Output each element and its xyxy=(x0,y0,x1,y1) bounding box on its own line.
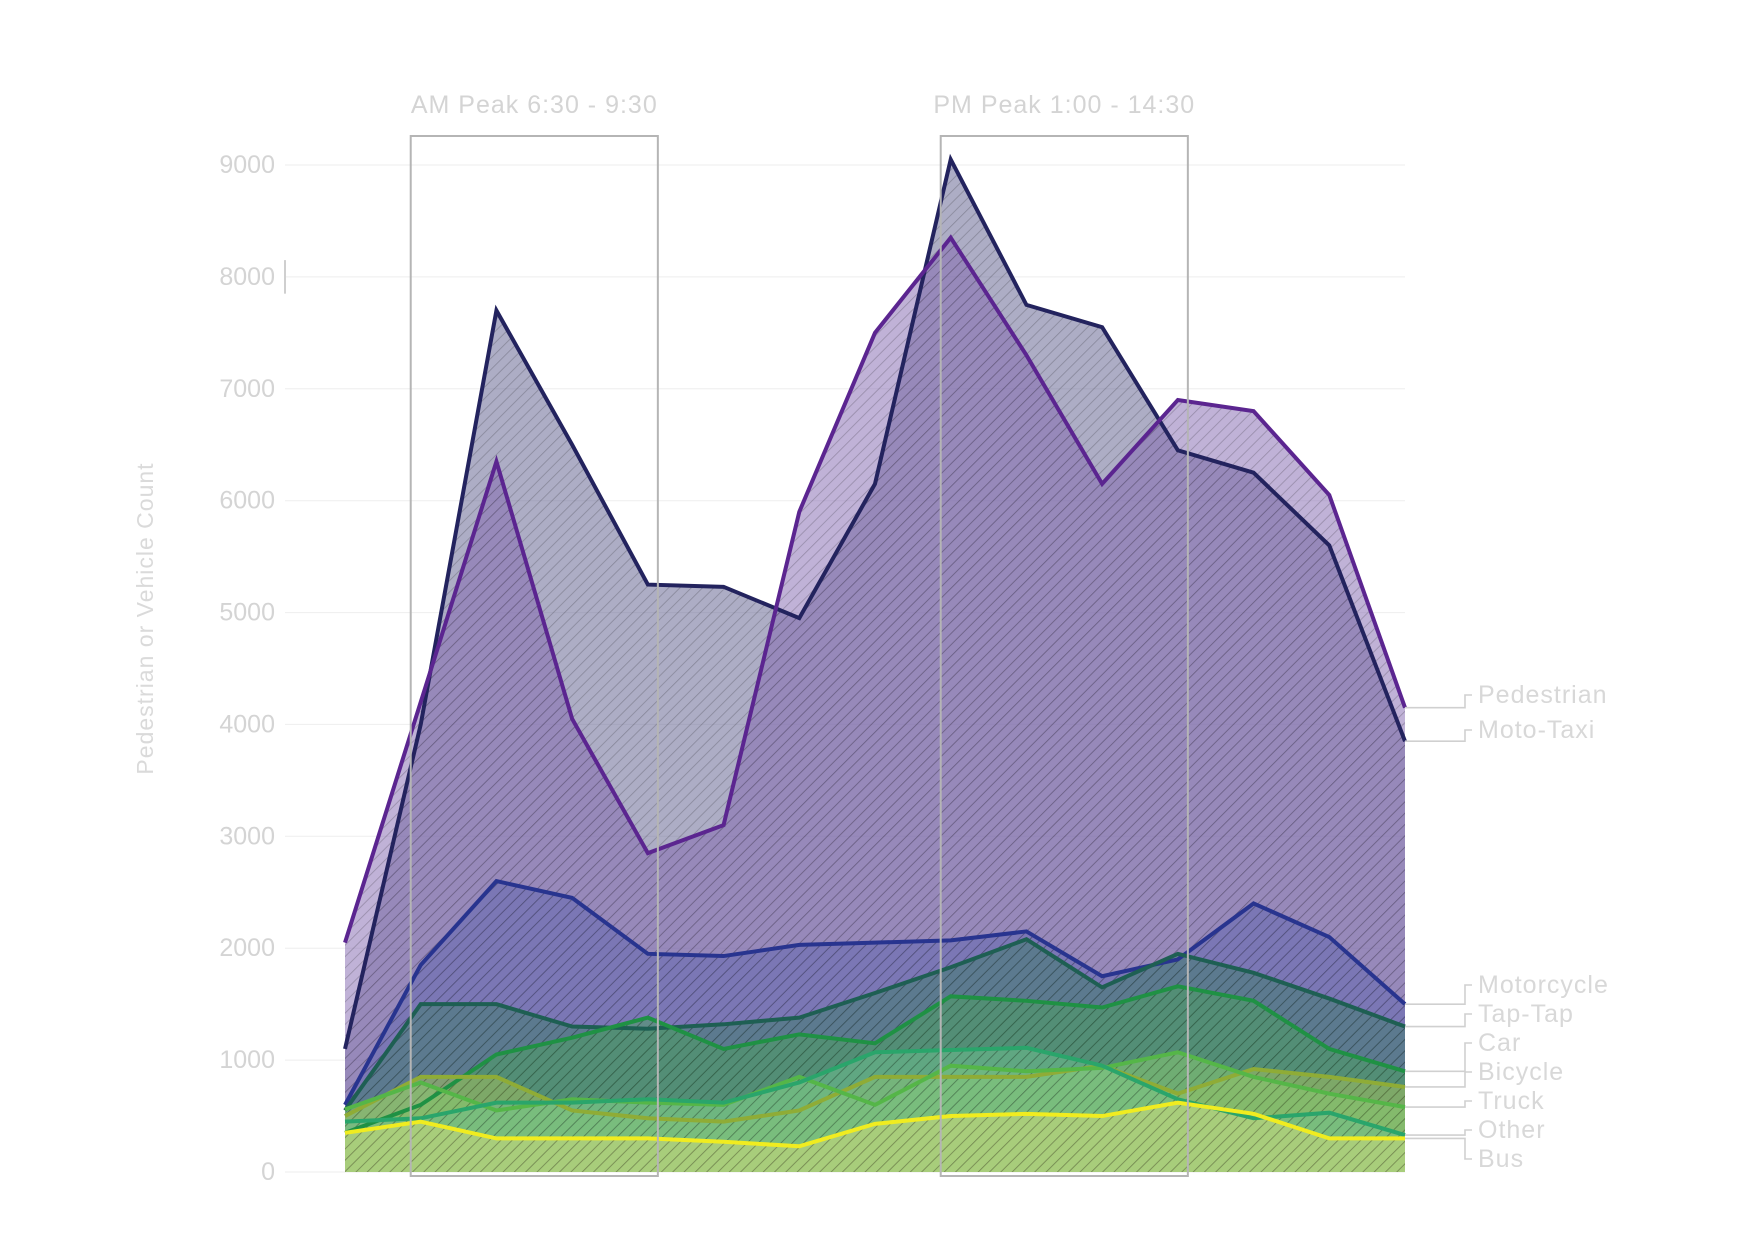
y-tick-label-4000: 4000 xyxy=(219,710,275,738)
series-areas xyxy=(345,159,1405,1173)
legend-leader-motorcycle xyxy=(1405,984,1472,1005)
y-tick-label-8000: 8000 xyxy=(219,263,275,291)
legend-leader-car xyxy=(1405,1042,1472,1073)
peak-box-0 xyxy=(409,135,659,1177)
area-hatch-bus xyxy=(345,1102,1405,1172)
legend-leader-tap-tap xyxy=(1405,1013,1472,1028)
y-tick-label-0: 0 xyxy=(261,1158,275,1186)
line-motorcycle xyxy=(343,878,1407,1106)
y-tick-label-6000: 6000 xyxy=(219,487,275,515)
series-lines xyxy=(343,153,1407,1149)
y-axis-title: Pedestrian or Vehicle Count xyxy=(132,462,158,774)
peak-label-0: AM Peak 6:30 - 9:30 xyxy=(411,91,658,119)
legend-leader-truck xyxy=(1405,1100,1472,1108)
peak-label-1: PM Peak 1:00 - 14:30 xyxy=(933,91,1195,119)
legend-label-bicycle: Bicycle xyxy=(1478,1058,1564,1086)
line-pedestrian xyxy=(343,234,1407,944)
y-axis-ticks: 0 1000 2000 3000 4000 5000 6000 7000 8000 9000 xyxy=(219,151,286,1186)
legend-label-truck: Truck xyxy=(1478,1087,1545,1115)
legend-label-moto-taxi: Moto-Taxi xyxy=(1478,716,1595,744)
line-bicycle xyxy=(344,1063,1406,1124)
legend-label-tap-tap: Tap-Tap xyxy=(1478,1000,1574,1028)
legend-label-other: Other xyxy=(1478,1116,1546,1144)
legend-label-car: Car xyxy=(1478,1029,1521,1057)
y-tick-label-3000: 3000 xyxy=(219,822,275,850)
legend: PedestrianMoto-TaxiMotorcycleTap-TapCarB… xyxy=(1405,681,1609,1173)
line-car xyxy=(344,984,1406,1135)
line-moto-taxi xyxy=(343,153,1407,1050)
y-tick-label-2000: 2000 xyxy=(219,934,275,962)
legend-label-bus: Bus xyxy=(1478,1145,1524,1173)
legend-label-pedestrian: Pedestrian xyxy=(1478,681,1608,709)
legend-leader-pedestrian xyxy=(1405,694,1472,709)
legend-leader-other xyxy=(1405,1129,1472,1136)
peak-box-1 xyxy=(939,135,1189,1177)
peak-highlights: AM Peak 6:30 - 9:30 PM Peak 1:00 - 14:30 xyxy=(409,91,1195,1177)
line-bus xyxy=(344,1100,1405,1149)
legend-leader-bicycle xyxy=(1405,1071,1472,1088)
y-tick-label-7000: 7000 xyxy=(219,375,275,403)
area-bus xyxy=(345,1102,1405,1172)
line-truck xyxy=(344,1050,1406,1113)
legend-leader-moto-taxi xyxy=(1405,729,1472,743)
legend-leader-bus xyxy=(1405,1137,1472,1160)
y-tick-label-9000: 9000 xyxy=(219,151,275,179)
legend-label-motorcycle: Motorcycle xyxy=(1478,971,1609,999)
y-tick-label-1000: 1000 xyxy=(219,1046,275,1074)
y-tick-label-5000: 5000 xyxy=(219,599,275,627)
line-tap-tap xyxy=(343,937,1406,1112)
